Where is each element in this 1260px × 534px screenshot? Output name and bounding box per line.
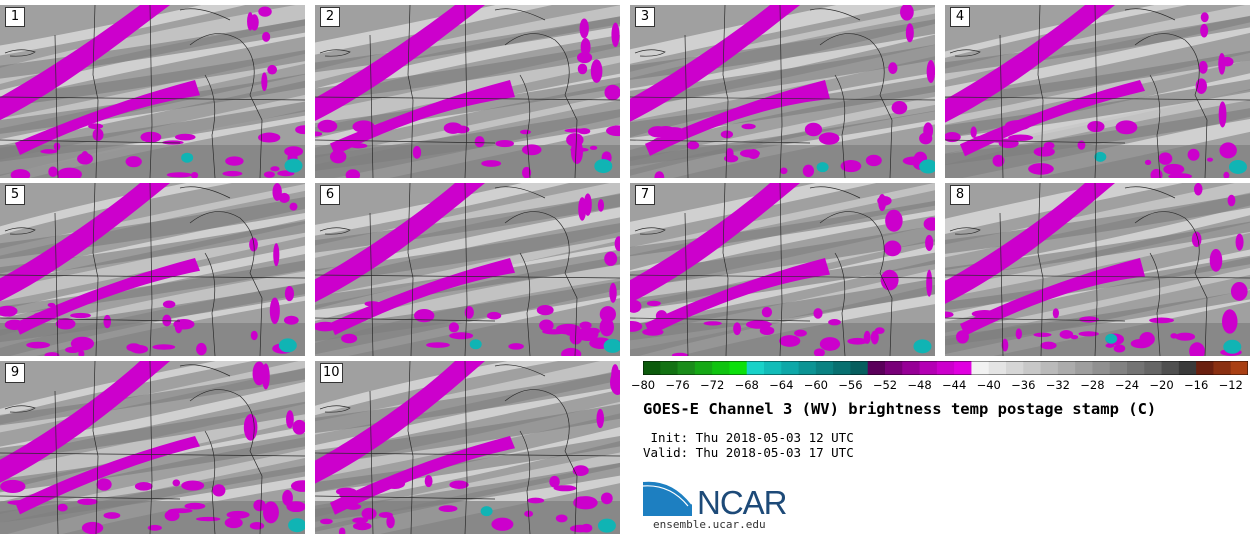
logo-text: NCAR	[697, 484, 788, 521]
colorbar-bin	[1023, 361, 1042, 375]
postage-stamp-panel: 2	[315, 5, 620, 178]
colorbar-tick-label: −32	[1045, 378, 1070, 392]
colorbar-tick-label: −20	[1149, 378, 1174, 392]
colorbar-tick-label: −48	[907, 378, 932, 392]
colorbar-bin	[712, 361, 730, 375]
water-vapor-map	[315, 5, 620, 178]
panel-number-label: 3	[635, 7, 655, 27]
colorbar-tick-label: −76	[665, 378, 690, 392]
panel-number-label: 4	[950, 7, 970, 27]
colorbar-bin	[885, 361, 903, 375]
colorbar-bin	[1109, 361, 1128, 375]
colorbar-bin	[1196, 361, 1214, 375]
colorbar-tick-labels: −80 −76 −72 −68 −64 −60 −56 −52 −48 −44 −40 −36 −32−…	[631, 378, 1248, 394]
colorbar-bin	[764, 361, 782, 375]
water-vapor-map	[0, 5, 305, 178]
colorbar-bin	[781, 361, 800, 375]
colorbar-tick-label: −44	[942, 378, 967, 392]
postage-stamp-panel: 3	[630, 5, 935, 178]
water-vapor-map	[630, 183, 935, 356]
colorbar-bin	[919, 361, 938, 375]
colorbar-bin	[1057, 361, 1076, 375]
colorbar-bin	[694, 361, 713, 375]
water-vapor-map	[0, 361, 305, 534]
colorbar-tick-label: −80	[630, 378, 656, 392]
colorbar-bin	[660, 361, 679, 375]
ncar-logo-icon	[642, 479, 693, 516]
colorbar-bin	[1161, 361, 1180, 375]
postage-stamp-panel: 9	[0, 361, 305, 534]
colorbar-tick-label: −28	[1080, 378, 1105, 392]
colorbar-bin	[1006, 361, 1024, 375]
colorbar-tick-label: −24	[1114, 378, 1140, 392]
colorbar-tick-label: −52	[872, 378, 898, 392]
postage-stamp-panel: 8	[945, 183, 1250, 356]
postage-stamp-panel: 6	[315, 183, 620, 356]
colorbar-bin	[867, 361, 886, 375]
colorbar-bin	[1213, 361, 1232, 375]
colorbar-bin	[850, 361, 869, 375]
panel-number-label: 8	[950, 185, 970, 205]
colorbar-bin	[1127, 361, 1145, 375]
colorbar-bin	[798, 361, 817, 375]
water-vapor-map	[315, 183, 620, 356]
colorbar-bin	[1144, 361, 1163, 375]
panel-number-label: 5	[5, 185, 25, 205]
colorbar-bin	[729, 361, 748, 375]
colorbar-tick-label: −64	[769, 378, 794, 392]
colorbar-tick-label: −12	[1218, 378, 1243, 392]
colorbar-bin	[971, 361, 990, 375]
init-time: Init: Thu 2018-05-03 12 UTC	[643, 430, 854, 445]
product-title: GOES-E Channel 3 (WV) brightness temp po…	[643, 400, 1157, 418]
colorbar-tick-label: −72	[700, 378, 725, 392]
colorbar-tick-label: −36	[1011, 378, 1036, 392]
colorbar-bin	[1178, 361, 1197, 375]
postage-stamp-panel: 5	[0, 183, 305, 356]
postage-stamp-panel: 1	[0, 5, 305, 178]
colorbar-bin	[1230, 361, 1248, 375]
site-url: ensemble.ucar.edu	[653, 518, 766, 531]
water-vapor-map	[945, 183, 1250, 356]
water-vapor-map	[630, 5, 935, 178]
colorbar-bin	[746, 361, 765, 375]
panel-number-label: 2	[320, 7, 340, 27]
colorbar-bin	[677, 361, 696, 375]
panel-number-label: 9	[5, 363, 25, 383]
colorbar-bin	[988, 361, 1007, 375]
colorbar-bin	[815, 361, 834, 375]
colorbar-bin	[833, 361, 851, 375]
water-vapor-map	[945, 5, 1250, 178]
panel-number-label: 7	[635, 185, 655, 205]
water-vapor-map	[0, 183, 305, 356]
panel-number-label: 1	[5, 7, 25, 27]
postage-stamp-panel: 4	[945, 5, 1250, 178]
colorbar-tick-label: −16	[1184, 378, 1209, 392]
colorbar-bin	[1092, 361, 1111, 375]
valid-time: Valid: Thu 2018-05-03 17 UTC	[643, 445, 854, 460]
colorbar-bin	[936, 361, 955, 375]
colorbar-bin	[954, 361, 972, 375]
colorbar-bin	[643, 361, 661, 375]
colorbar-bin	[1075, 361, 1093, 375]
postage-stamp-panel: 10	[315, 361, 620, 534]
colorbar-tick-label: −60	[803, 378, 828, 392]
water-vapor-map	[315, 361, 620, 534]
colorbar-tick-label: −68	[734, 378, 759, 392]
colorbar-tick-label: −56	[838, 378, 863, 392]
colorbar	[643, 361, 1248, 375]
panel-number-label: 6	[320, 185, 340, 205]
colorbar-tick-label: −40	[976, 378, 1001, 392]
panel-number-label: 10	[320, 363, 343, 383]
postage-stamp-panel: 7	[630, 183, 935, 356]
colorbar-bin	[902, 361, 921, 375]
colorbar-bin	[1040, 361, 1059, 375]
